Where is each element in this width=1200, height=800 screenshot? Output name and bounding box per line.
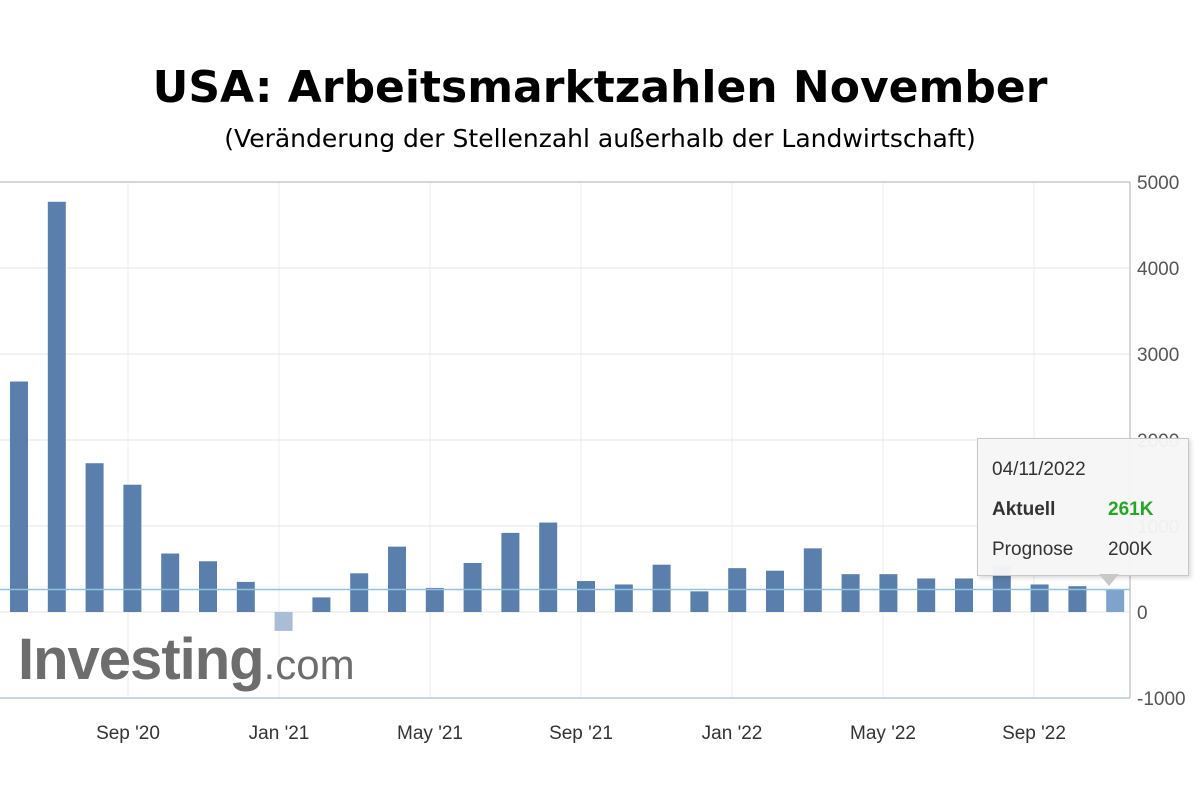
- bar[interactable]: [1030, 584, 1049, 612]
- investing-watermark: Investing.com: [18, 626, 355, 693]
- y-tick-label: 5000: [1137, 173, 1179, 194]
- x-tick-label: May '22: [850, 723, 916, 744]
- bar[interactable]: [501, 532, 520, 612]
- watermark-suffix: .com: [263, 641, 355, 688]
- bar[interactable]: [312, 597, 331, 612]
- y-tick-label: 3000: [1137, 345, 1179, 366]
- bar[interactable]: [652, 564, 671, 612]
- bar[interactable]: [539, 522, 558, 612]
- tooltip-date: 04/11/2022: [992, 459, 1086, 480]
- bar[interactable]: [841, 574, 860, 612]
- bar[interactable]: [47, 201, 66, 612]
- tooltip-forecast-value: 200K: [1108, 539, 1153, 560]
- bar[interactable]: [917, 578, 936, 612]
- watermark-main: Investing: [18, 627, 265, 692]
- bar[interactable]: [766, 570, 784, 612]
- y-tick-label: 4000: [1137, 259, 1179, 280]
- x-tick-label: Jan '21: [249, 723, 310, 744]
- y-tick-label: -1000: [1137, 689, 1186, 710]
- horizontal-gridlines: [0, 267, 1130, 613]
- x-tick-label: May '21: [397, 723, 463, 744]
- y-tick-label: 0: [1137, 603, 1148, 624]
- bar[interactable]: [388, 546, 406, 612]
- tooltip-actual-label: Aktuell: [992, 499, 1056, 520]
- bar[interactable]: [992, 565, 1011, 612]
- bar[interactable]: [236, 581, 255, 612]
- bar[interactable]: [123, 484, 142, 612]
- bar[interactable]: [85, 463, 104, 612]
- bar[interactable]: [463, 562, 482, 612]
- x-tick-label: Sep '22: [1002, 723, 1066, 744]
- bar[interactable]: [161, 553, 180, 612]
- bar[interactable]: [803, 548, 822, 612]
- bar[interactable]: [879, 574, 898, 612]
- bar[interactable]: [1106, 589, 1125, 612]
- x-tick-label: Sep '20: [96, 723, 160, 744]
- bar[interactable]: [955, 578, 973, 612]
- chart-subtitle: (Veränderung der Stellenzahl außerhalb d…: [224, 124, 976, 153]
- bar[interactable]: [274, 612, 293, 631]
- bar[interactable]: [690, 591, 709, 612]
- bar[interactable]: [10, 381, 28, 612]
- x-tick-labels: Sep '20 Jan '21 May '21 Sep '21 Jan '22 May '…: [96, 723, 1066, 744]
- chart-title: USA: Arbeitsmarktzahlen November: [152, 62, 1048, 113]
- x-tick-label: Sep '21: [549, 723, 613, 744]
- bars: [10, 201, 1125, 631]
- data-tooltip: 04/11/2022 Aktuell 261K Prognose 200K: [977, 438, 1189, 576]
- bar[interactable]: [577, 581, 595, 612]
- bar[interactable]: [425, 587, 444, 612]
- bar[interactable]: [199, 561, 217, 612]
- tooltip-forecast-label: Prognose: [992, 539, 1074, 560]
- tooltip-actual-value: 261K: [1108, 499, 1154, 520]
- x-tick-label: Jan '22: [702, 723, 763, 744]
- tooltip-actual-row: Aktuell 261K: [992, 499, 1153, 521]
- bar[interactable]: [614, 584, 633, 612]
- bar[interactable]: [1068, 586, 1087, 612]
- bar[interactable]: [350, 573, 369, 612]
- tooltip-forecast-row: Prognose 200K: [992, 539, 1152, 561]
- tooltip-pointer: [1099, 574, 1119, 586]
